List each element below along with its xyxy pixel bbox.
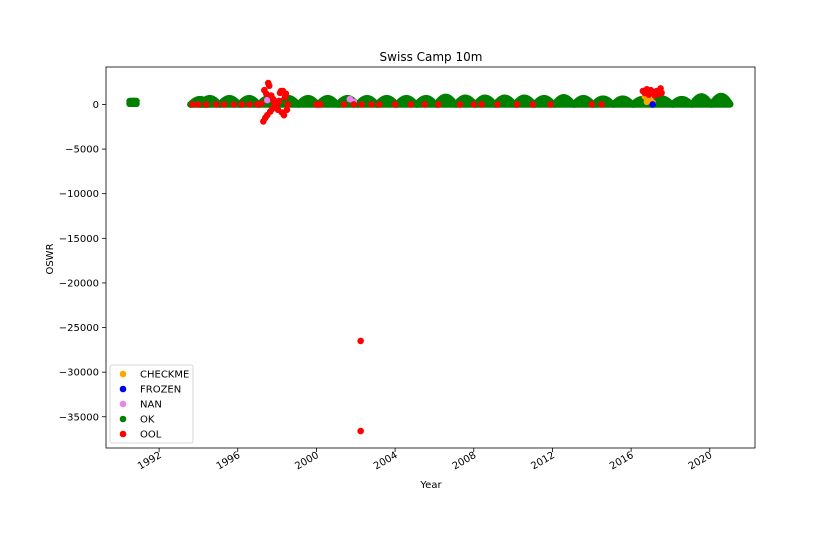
y-tick-label: −35000 [59,412,99,423]
series-ool-point [358,101,365,108]
series-ool-point [421,101,428,108]
legend-box [109,364,194,444]
legend-marker [119,370,127,378]
y-tick-label: −15000 [59,234,99,245]
x-axis-label: Year [419,480,442,491]
series-nan-point [263,96,271,104]
x-tick-label: 2000 [293,450,321,472]
legend: CHECKME FROZEN NAN OK OOL [109,364,194,444]
series-ool-point [368,101,375,108]
y-tick-label: 0 [93,100,99,111]
series-ool-point [357,427,364,435]
series-ool-point [547,101,554,108]
series-ool-point [284,101,292,108]
series-ool-point [456,101,464,108]
series-ool-point [598,101,605,108]
series-ool-point [470,101,478,108]
series-ool-point [588,101,596,108]
x-tick-label: 2016 [608,450,636,472]
x-tick-label: 2012 [529,450,557,472]
plot-area [126,79,734,435]
y-tick-label: −30000 [59,368,99,379]
series-ool-point [230,101,238,108]
legend-marker [119,415,127,423]
series-ool-point [238,101,245,108]
series-ool-point [265,82,273,90]
series-ool-point [317,101,324,108]
series-ool-point [357,337,364,345]
series-ool-point [275,97,283,105]
x-tick-label: 2008 [451,450,479,472]
legend-marker [119,385,127,393]
x-tick-label: 1992 [136,450,164,472]
series-ool-point [283,106,291,114]
series-ool-point [376,101,383,108]
series-ool-point [478,101,485,108]
series-ok-point [726,101,734,108]
legend-label: CHECKME [140,370,189,381]
y-tick-label: −10000 [59,189,99,200]
series-ool-point [407,101,415,108]
chart-title: Swiss Camp 10m [380,50,483,64]
legend-label: OK [140,415,155,426]
legend-label: OOL [140,430,162,441]
series-ool-point [189,101,196,108]
legend-marker [119,430,127,438]
series-ool-point [203,101,210,108]
axes-frame [105,66,756,449]
legend-marker [119,400,127,408]
series-ool-point [391,101,399,108]
series-ool-point [280,111,288,119]
series-ool-point [258,100,265,107]
series-ool-point [435,101,442,108]
y-tick-label: −25000 [59,323,99,334]
x-tick-label: 2020 [687,450,715,472]
series-ool-point [529,101,537,108]
y-tick-label: −5000 [65,145,99,156]
y-tick-label: −20000 [59,278,99,289]
x-tick-label: 2004 [372,450,400,472]
series-ool-point [658,89,665,97]
legend-label: FROZEN [140,385,181,396]
series-ool-point [220,101,228,108]
series-ool-point [246,101,253,108]
series-ool-point [195,101,202,108]
series-frozen-point [649,101,657,108]
legend-label: NAN [140,400,162,411]
series-ool-point [212,101,220,108]
x-tick-label: 1996 [215,450,243,472]
y-axis-label: OSWR [45,243,56,274]
series-ool-point [282,90,290,98]
series-ok-point [133,100,140,108]
series-ool-point [494,101,501,108]
series-ool-point [350,101,358,108]
series-ool-point [340,101,348,108]
series-ool-point [513,101,521,108]
